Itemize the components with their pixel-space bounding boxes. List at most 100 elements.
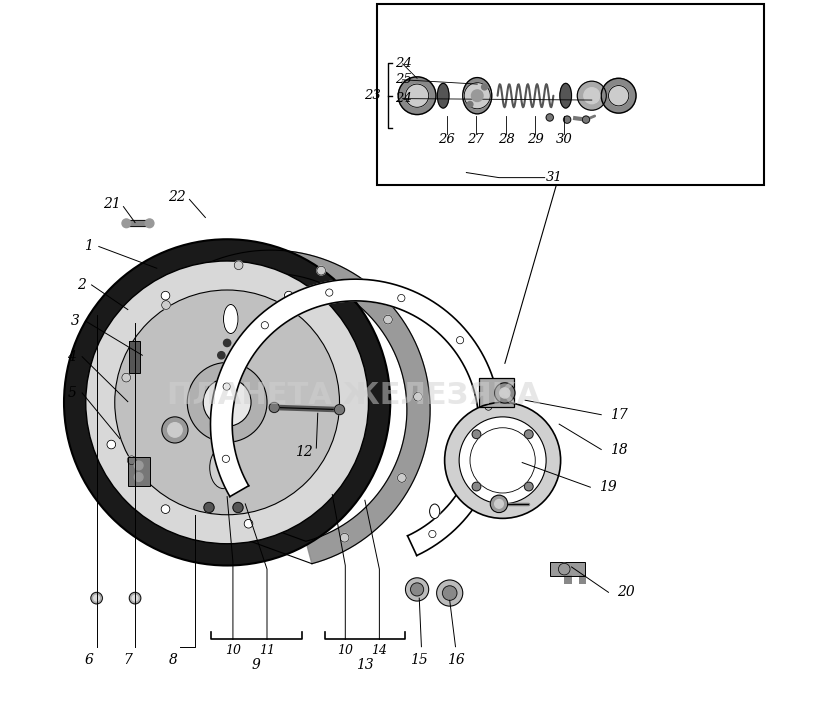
- Circle shape: [464, 83, 490, 109]
- Circle shape: [467, 102, 473, 107]
- Circle shape: [107, 440, 115, 449]
- Ellipse shape: [223, 304, 238, 334]
- Circle shape: [608, 86, 629, 106]
- Text: ПЛАНЕТА ЖЕЛЕЗЯКА: ПЛАНЕТА ЖЕЛЕЗЯКА: [167, 381, 541, 410]
- Circle shape: [187, 362, 267, 442]
- Bar: [128, 457, 149, 486]
- Ellipse shape: [463, 78, 492, 114]
- Circle shape: [410, 583, 424, 596]
- Circle shape: [122, 373, 130, 382]
- Circle shape: [162, 505, 170, 513]
- Circle shape: [115, 290, 339, 515]
- Circle shape: [335, 405, 344, 415]
- Bar: [578, 575, 586, 584]
- Circle shape: [578, 81, 606, 110]
- Ellipse shape: [438, 83, 449, 108]
- Circle shape: [398, 77, 436, 115]
- Bar: [128, 457, 149, 486]
- Circle shape: [134, 473, 143, 481]
- Text: 5: 5: [68, 386, 77, 400]
- Text: 3: 3: [71, 314, 80, 328]
- Circle shape: [494, 383, 515, 403]
- Circle shape: [405, 84, 428, 107]
- Circle shape: [481, 84, 488, 90]
- Circle shape: [499, 388, 510, 398]
- Text: 18: 18: [610, 442, 628, 457]
- Circle shape: [269, 402, 279, 413]
- Circle shape: [384, 315, 392, 324]
- Circle shape: [223, 383, 231, 390]
- Text: 20: 20: [617, 585, 635, 600]
- Bar: [126, 220, 149, 226]
- Circle shape: [524, 430, 533, 439]
- Circle shape: [445, 402, 560, 518]
- Bar: [550, 562, 584, 576]
- Circle shape: [428, 531, 436, 538]
- Bar: [480, 378, 514, 407]
- Text: 24: 24: [396, 92, 412, 105]
- Text: 30: 30: [556, 133, 573, 146]
- Text: 10: 10: [225, 644, 241, 657]
- Circle shape: [167, 423, 182, 437]
- Text: 2: 2: [77, 278, 86, 292]
- Circle shape: [86, 261, 368, 544]
- Text: 31: 31: [546, 171, 563, 184]
- Circle shape: [325, 289, 333, 297]
- Circle shape: [204, 378, 251, 426]
- Circle shape: [91, 592, 102, 604]
- Bar: [129, 341, 140, 373]
- Text: 10: 10: [337, 644, 353, 657]
- Text: 11: 11: [259, 644, 275, 657]
- Text: 27: 27: [467, 133, 485, 146]
- Text: 9: 9: [251, 658, 260, 671]
- Text: 29: 29: [527, 133, 544, 146]
- Circle shape: [204, 502, 214, 513]
- Text: 12: 12: [295, 444, 312, 459]
- Circle shape: [546, 114, 554, 121]
- Circle shape: [317, 266, 325, 275]
- Circle shape: [94, 595, 100, 601]
- Text: 16: 16: [447, 652, 465, 666]
- Circle shape: [397, 473, 406, 482]
- Circle shape: [122, 219, 131, 228]
- Circle shape: [472, 482, 481, 491]
- Text: 23: 23: [364, 89, 381, 102]
- Text: 17: 17: [610, 407, 628, 422]
- Circle shape: [583, 116, 590, 123]
- Circle shape: [490, 495, 508, 513]
- Circle shape: [405, 578, 428, 601]
- Text: 19: 19: [599, 480, 617, 494]
- Text: 7: 7: [124, 652, 132, 666]
- Circle shape: [145, 219, 154, 228]
- Circle shape: [475, 475, 482, 482]
- Circle shape: [524, 482, 533, 491]
- Circle shape: [584, 88, 600, 104]
- Circle shape: [234, 261, 243, 270]
- Circle shape: [459, 417, 546, 504]
- Ellipse shape: [210, 447, 237, 489]
- Circle shape: [244, 519, 253, 528]
- Text: 8: 8: [168, 652, 177, 666]
- Text: 13: 13: [356, 658, 374, 671]
- Circle shape: [134, 461, 143, 470]
- Circle shape: [129, 592, 141, 604]
- Circle shape: [485, 403, 492, 410]
- Circle shape: [398, 294, 405, 302]
- Circle shape: [223, 339, 231, 347]
- Bar: [480, 378, 514, 407]
- Circle shape: [602, 78, 636, 113]
- Text: 21: 21: [103, 197, 120, 212]
- Circle shape: [162, 417, 188, 443]
- Text: 4: 4: [68, 349, 77, 364]
- Circle shape: [494, 500, 503, 508]
- Bar: [564, 575, 572, 584]
- Text: 1: 1: [84, 239, 93, 254]
- Circle shape: [162, 301, 171, 310]
- Circle shape: [472, 430, 481, 439]
- Circle shape: [261, 322, 269, 329]
- Text: 24: 24: [396, 57, 412, 70]
- Text: 25: 25: [396, 73, 412, 86]
- Text: 22: 22: [168, 190, 185, 204]
- Circle shape: [132, 595, 138, 601]
- Circle shape: [284, 291, 293, 300]
